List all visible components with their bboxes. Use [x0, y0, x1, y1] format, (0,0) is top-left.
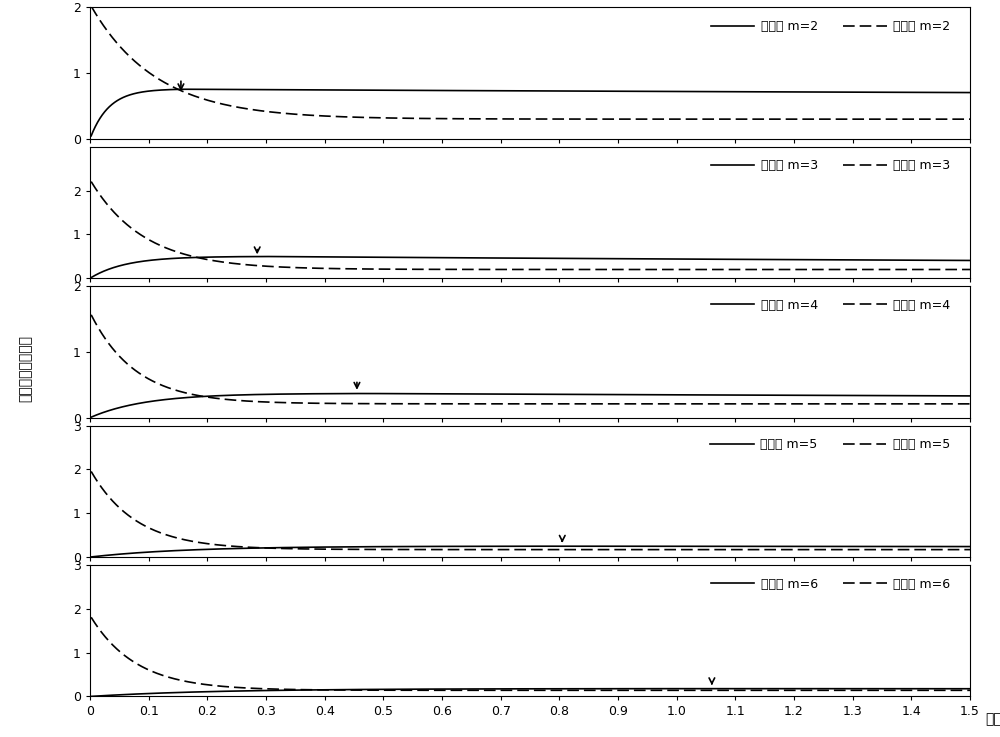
Text: 近似熵和样本熵値: 近似熵和样本熵値: [18, 335, 32, 402]
Legend: 近似熵 m=5, 样本熵 m=5: 近似熵 m=5, 样本熵 m=5: [705, 433, 955, 456]
Legend: 近似熵 m=2, 样本熵 m=2: 近似熵 m=2, 样本熵 m=2: [706, 15, 955, 38]
Legend: 近似熵 m=4, 样本熵 m=4: 近似熵 m=4, 样本熵 m=4: [706, 294, 955, 317]
Legend: 近似熵 m=6, 样本熵 m=6: 近似熵 m=6, 样本熵 m=6: [706, 573, 955, 595]
X-axis label: 参数r: 参数r: [985, 712, 1000, 726]
Legend: 近似熵 m=3, 样本熵 m=3: 近似熵 m=3, 样本熵 m=3: [706, 154, 955, 178]
